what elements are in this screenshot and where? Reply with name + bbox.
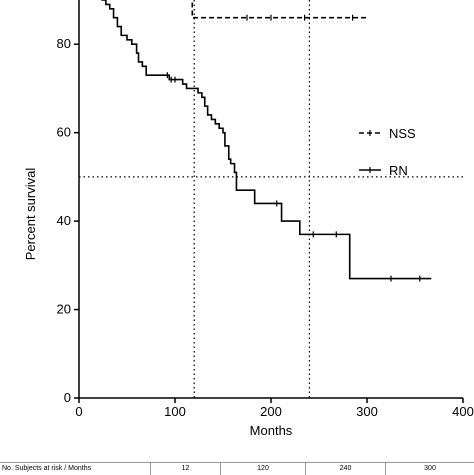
axes <box>78 0 463 399</box>
reference-lines <box>79 0 463 398</box>
series-layer <box>101 0 432 282</box>
y-tick-label: 40 <box>57 213 71 228</box>
legend: NSS RN <box>359 126 416 178</box>
series-nss <box>191 0 367 21</box>
x-tick-label: 300 <box>356 404 378 419</box>
y-tick-label: 60 <box>57 125 71 140</box>
series-nss-curve <box>191 0 367 19</box>
legend-label-nss: NSS <box>389 126 416 141</box>
at-risk-month-240: 240 <box>305 463 385 475</box>
at-risk-month-300: 300 <box>385 463 474 475</box>
x-axis-title: Months <box>250 423 293 438</box>
y-axis-ticks: 0 20 40 60 80 <box>57 36 79 405</box>
x-tick-label: 400 <box>452 404 474 419</box>
y-axis-title: Percent survival <box>23 168 38 261</box>
x-tick-label: 100 <box>164 404 186 419</box>
series-rn-curve <box>101 0 432 280</box>
x-axis-ticks: 0 100 200 300 400 <box>75 398 474 419</box>
at-risk-month-12: 12 <box>150 463 220 475</box>
series-rn <box>101 0 432 282</box>
y-tick-label: 20 <box>57 302 71 317</box>
y-tick-label: 80 <box>57 36 71 51</box>
at-risk-header: No. Subjects at risk / Months <box>2 465 92 472</box>
x-tick-label: 0 <box>75 404 82 419</box>
y-tick-label: 0 <box>64 390 71 405</box>
x-tick-label: 200 <box>260 404 282 419</box>
at-risk-month-120: 120 <box>220 463 305 475</box>
at-risk-table: No. Subjects at risk / Months 12 120 240… <box>0 462 474 475</box>
legend-label-rn: RN <box>389 163 408 178</box>
